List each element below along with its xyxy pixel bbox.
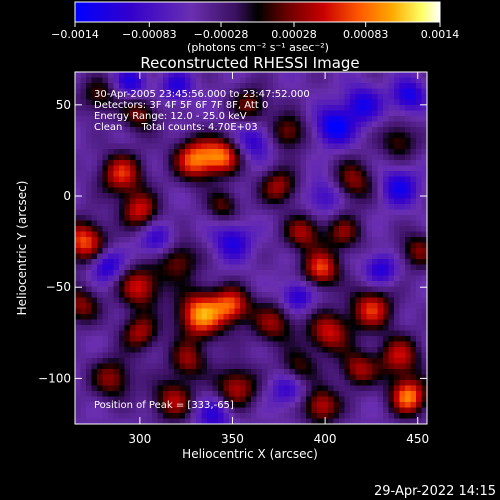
x-tick-label: 350 (221, 432, 244, 446)
colorbar-tick-label: −0.0014 (51, 28, 99, 41)
colorbar-gradient (74, 1, 441, 23)
colorbar-tick-label: −0.00083 (122, 28, 177, 41)
y-tick-label: 0 (63, 189, 71, 203)
annotations: 30-Apr-2005 23:45:56.000 to 23:47:52.000… (94, 89, 310, 411)
y-axis-ticks: 50 0 −50 −100 (38, 98, 427, 385)
heatmap-pixels (75, 72, 427, 424)
annotation-detectors: Detectors: 3F 4F 5F 6F 7F 8F, Att 0 (94, 100, 268, 111)
chart-title: Reconstructed RHESSI Image (140, 54, 359, 72)
colorbar-ticks: −0.0014 −0.00083 −0.00028 0.00028 0.00083 0.0… (51, 22, 459, 41)
x-tick-label: 400 (314, 432, 337, 446)
timestamp: 29-Apr-2022 14:15 (374, 484, 496, 499)
annotation-peak-position: Position of Peak = [333,-65] (94, 400, 234, 411)
heatmap-image (75, 72, 427, 424)
colorbar-units: (photons cm⁻² s⁻¹ asec⁻²) (187, 41, 329, 54)
y-axis-label: Heliocentric Y (arcsec) (15, 181, 29, 316)
annotation-time-range: 30-Apr-2005 23:45:56.000 to 23:47:52.000 (94, 89, 310, 100)
plot-area: 300 350 400 450 500−50−100 (38, 71, 429, 446)
x-tick-label: 300 (128, 432, 151, 446)
plot-frame (74, 71, 428, 425)
x-axis-label: Heliocentric X (arcsec) (182, 447, 318, 461)
y-tick-label: 50 (56, 98, 71, 112)
x-axis-ticks: 300 350 400 450 (128, 72, 429, 446)
colorbar-tick-label: 0.0014 (421, 28, 460, 41)
x-tick-label: 450 (406, 432, 429, 446)
colorbar-tick-label: 0.00083 (343, 28, 389, 41)
colorbar: −0.0014 −0.00083 −0.00028 0.00028 0.00083 0.0… (51, 1, 459, 54)
colorbar-tick-label: 0.00028 (271, 28, 317, 41)
annotation-clean-counts: Clean Total counts: 4.70E+03 (94, 122, 258, 133)
y-tick-label: −50 (46, 280, 71, 294)
y-tick-label: −100 (38, 371, 71, 385)
annotation-energy-range: Energy Range: 12.0 - 25.0 keV (94, 111, 247, 122)
colorbar-tick-label: −0.00028 (194, 28, 249, 41)
